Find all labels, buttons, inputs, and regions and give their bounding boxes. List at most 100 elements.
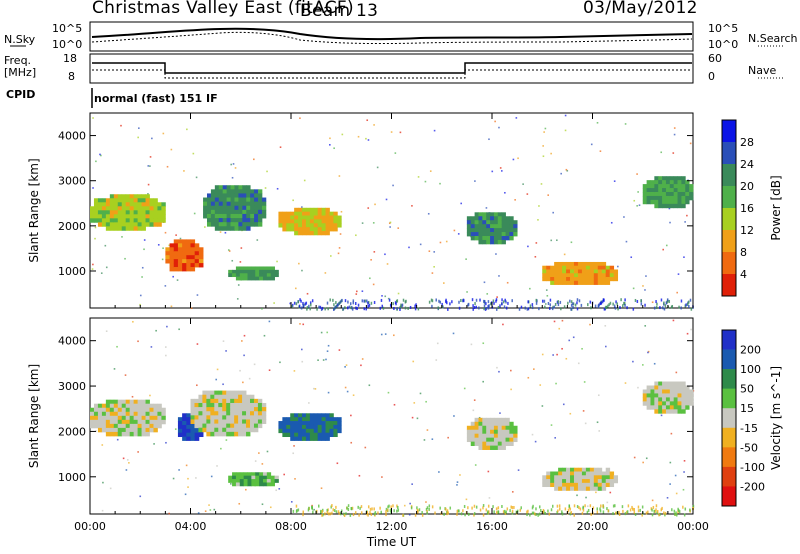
echo-cell <box>301 219 307 224</box>
echo-cell <box>301 227 307 232</box>
echo-cell <box>255 479 260 483</box>
echo-cell <box>282 223 287 228</box>
echo-cell <box>206 394 211 400</box>
echo-cell <box>117 202 123 207</box>
ground-speck <box>493 510 495 514</box>
echo-cell <box>601 265 607 270</box>
echo-cell <box>585 273 591 278</box>
echo-cell <box>333 219 338 224</box>
echo-cell <box>313 413 319 418</box>
noise-speck <box>460 202 463 205</box>
echo-cell <box>305 413 311 418</box>
colorbar-tick-label: -200 <box>740 480 765 493</box>
echo-cell <box>190 255 196 260</box>
echo-cell <box>161 210 166 215</box>
ground-speck <box>651 513 654 517</box>
noise-speck <box>514 199 516 201</box>
echo-cell <box>226 201 231 207</box>
echo-cell <box>250 415 255 420</box>
echo-cell <box>133 210 139 215</box>
noise-speck <box>243 334 246 337</box>
echo-cell <box>117 198 123 203</box>
echo-cell <box>247 479 252 483</box>
echo-cell <box>478 232 483 237</box>
echo-cell <box>246 218 251 223</box>
ground-speck <box>603 298 605 302</box>
noise-speck <box>381 476 383 478</box>
echo-cell <box>478 216 483 221</box>
noise-speck <box>487 470 490 473</box>
noise-speck <box>237 284 240 286</box>
echo-cell <box>474 417 479 423</box>
echo-cell <box>250 205 255 211</box>
ground-speck <box>327 512 330 516</box>
ground-speck <box>318 504 320 508</box>
ground-speck <box>471 506 473 510</box>
echo-cell <box>190 424 196 430</box>
echo-cell <box>321 211 326 216</box>
echo-cell <box>673 188 678 193</box>
echo-cell <box>669 405 675 410</box>
ground-speck <box>472 307 474 311</box>
echo-cell <box>470 224 476 229</box>
echo-cell <box>93 403 99 409</box>
noise-speck <box>132 320 134 323</box>
echo-cell <box>117 419 123 425</box>
echo-cell <box>558 486 563 491</box>
noise-speck <box>555 382 557 385</box>
echo-cell <box>658 203 663 209</box>
ground-speck <box>327 307 329 311</box>
noise-speck <box>147 193 149 195</box>
echo-cell <box>101 202 107 207</box>
echo-cell <box>486 216 491 221</box>
echo-cell <box>305 424 311 430</box>
echo-cell <box>282 424 287 430</box>
ground-speck <box>437 306 440 310</box>
echo-cell <box>206 390 211 396</box>
ground-speck <box>338 511 340 515</box>
echo-cell <box>313 227 319 232</box>
ground-speck <box>302 510 305 514</box>
echo-cell <box>270 475 275 480</box>
ground-speck <box>663 301 665 305</box>
noise-speck <box>684 221 686 223</box>
echo-cell <box>137 214 142 219</box>
echo-cell <box>250 427 255 433</box>
echo-cell <box>105 226 111 231</box>
echo-cell <box>113 415 119 421</box>
noise-speck <box>109 487 112 490</box>
echo-cell <box>309 432 315 438</box>
ground-speck <box>308 304 310 308</box>
echo-cell <box>497 220 503 225</box>
echo-cell <box>125 198 131 203</box>
ground-speck <box>404 306 407 310</box>
ground-speck <box>463 299 465 303</box>
echo-cell <box>186 432 191 438</box>
echo-cell <box>558 280 563 285</box>
noise-speck <box>373 251 376 253</box>
noise-speck <box>527 376 530 379</box>
echo-cell <box>542 277 547 282</box>
echo-cell <box>266 472 272 477</box>
noise-speck <box>360 364 362 367</box>
echo-cell <box>161 411 166 417</box>
noise-speck <box>330 255 332 257</box>
echo-cell <box>109 218 115 223</box>
ground-speck <box>332 298 334 302</box>
noise-speck <box>311 504 313 507</box>
echo-cell <box>317 413 323 418</box>
echo-cell <box>133 222 139 227</box>
ground-speck <box>400 305 402 309</box>
ground-speck <box>334 509 336 513</box>
echo-cell <box>97 214 103 219</box>
ground-speck <box>416 506 418 510</box>
echo-cell <box>497 441 503 447</box>
echo-cell <box>581 261 587 267</box>
ground-speck <box>507 301 509 305</box>
noise-speck <box>324 272 327 274</box>
echo-cell <box>466 425 472 431</box>
echo-cell <box>157 415 162 421</box>
ground-speck <box>541 299 544 303</box>
ground-speck <box>619 306 621 310</box>
noise-speck <box>275 489 278 492</box>
